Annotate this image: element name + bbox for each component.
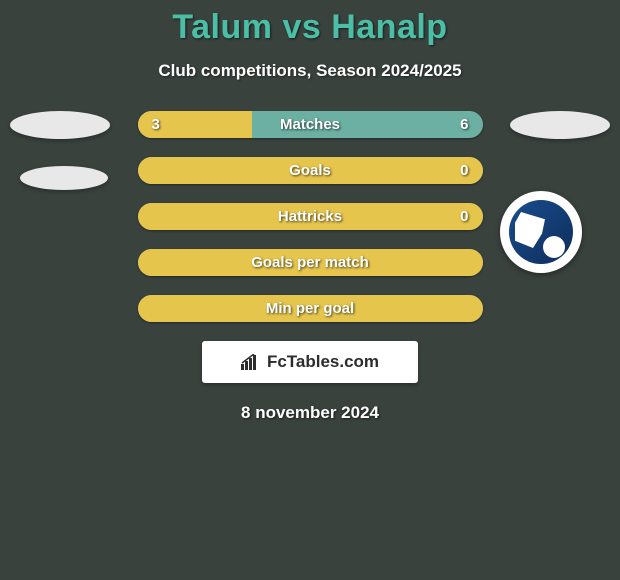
team-right-badge-2 xyxy=(500,191,600,291)
stat-label: Goals per match xyxy=(251,254,369,271)
stat-label: Goals xyxy=(289,162,331,179)
stat-row-goals-per-match: Goals per match xyxy=(138,249,483,276)
club-logo-circle xyxy=(500,191,582,273)
stat-row-matches: 3 Matches 6 xyxy=(138,111,483,138)
page-title: Talum vs Hanalp xyxy=(0,8,620,47)
header: Talum vs Hanalp Club competitions, Seaso… xyxy=(0,0,620,81)
footer-date: 8 november 2024 xyxy=(0,403,620,423)
ellipse-icon xyxy=(510,111,610,139)
stat-value-right: 0 xyxy=(460,162,468,179)
stat-label: Min per goal xyxy=(266,300,354,317)
stat-label: Hattricks xyxy=(278,208,342,225)
team-left-badge-2 xyxy=(20,166,110,266)
bars-chart-icon xyxy=(241,354,261,370)
stat-row-goals: Goals 0 xyxy=(138,157,483,184)
stat-value-right: 6 xyxy=(460,116,468,133)
stat-label: Matches xyxy=(280,116,340,133)
stat-row-min-per-goal: Min per goal xyxy=(138,295,483,322)
branding-label: FcTables.com xyxy=(267,352,379,372)
ellipse-icon xyxy=(10,111,110,139)
stats-area: 3 Matches 6 Goals 0 Hattricks 0 Goals pe… xyxy=(0,111,620,423)
branding-box: FcTables.com xyxy=(202,341,418,383)
subtitle: Club competitions, Season 2024/2025 xyxy=(0,61,620,81)
stat-value-right: 0 xyxy=(460,208,468,225)
stat-bars: 3 Matches 6 Goals 0 Hattricks 0 Goals pe… xyxy=(138,111,483,322)
club-crest-icon xyxy=(509,200,573,264)
ellipse-icon xyxy=(20,166,108,190)
stat-value-left: 3 xyxy=(152,116,160,133)
branding-text: FcTables.com xyxy=(241,352,379,372)
stat-row-hattricks: Hattricks 0 xyxy=(138,203,483,230)
